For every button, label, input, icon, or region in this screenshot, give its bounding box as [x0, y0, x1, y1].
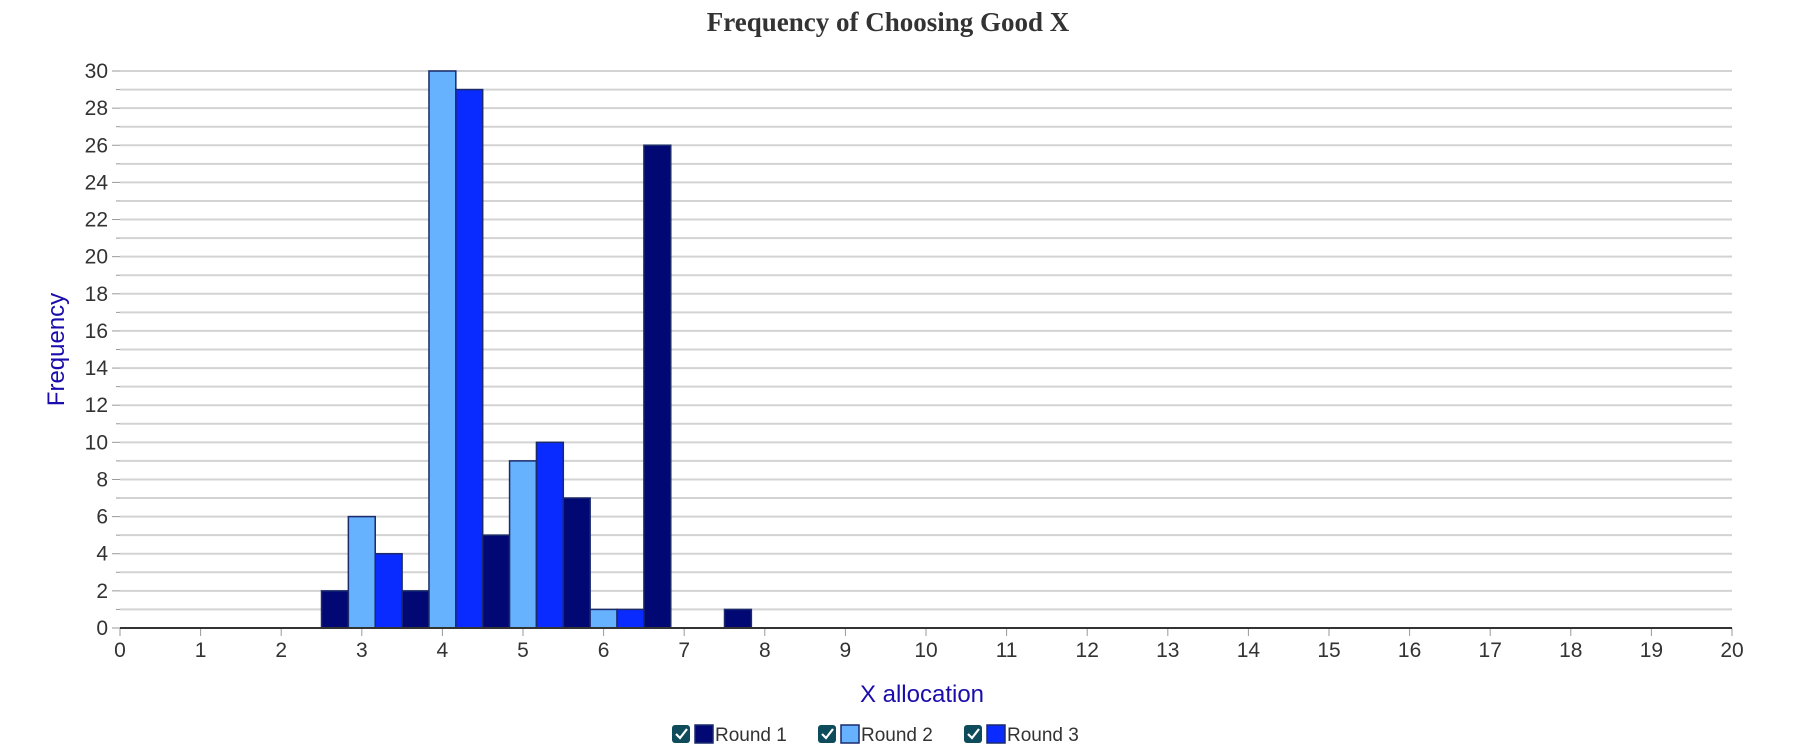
x-tick-label: 3 — [356, 639, 368, 662]
bar-round-2-x4 — [428, 70, 457, 629]
x-tick-label: 4 — [437, 639, 449, 662]
x-axis-ticks: 0 1 2 3 4 5 6 7 8 9 10 11 12 13 14 15 16 17 18 19 20 — [114, 628, 1744, 662]
y-tick-label: 20 — [85, 246, 108, 269]
bar-round-3-x4 — [455, 88, 484, 629]
x-tick-label: 6 — [598, 639, 610, 662]
check-icon — [821, 728, 834, 740]
legend-swatch — [694, 724, 714, 744]
legend-checkbox[interactable] — [672, 725, 690, 743]
check-icon — [967, 728, 980, 740]
y-tick-label: 22 — [85, 209, 108, 232]
y-tick-label: 0 — [96, 617, 108, 640]
bar-round-3-x5 — [535, 441, 565, 629]
check-icon — [675, 728, 688, 740]
legend-swatch — [840, 724, 860, 744]
y-tick-label: 12 — [85, 394, 108, 417]
legend-swatch — [986, 724, 1006, 744]
bar-round-2-x3 — [347, 515, 376, 629]
x-tick-label: 9 — [840, 639, 852, 662]
bar-round-3-x6 — [616, 608, 645, 629]
x-axis-label: X allocation — [860, 681, 984, 708]
x-tick-label: 19 — [1640, 639, 1663, 662]
x-tick-label: 7 — [678, 639, 690, 662]
bar-round-1-x6 — [562, 497, 591, 629]
legend-item-round-2[interactable]: Round 2 — [818, 724, 933, 746]
bar-round-1-x3 — [320, 590, 350, 629]
x-tick-label: 8 — [759, 639, 771, 662]
bar-round-1-x5 — [481, 534, 511, 629]
bar-round-1-x4 — [401, 590, 430, 629]
x-tick-label: 11 — [996, 639, 1018, 662]
bar-round-2-x6 — [589, 608, 618, 629]
legend: Round 1 Round 2 Round 3 — [672, 724, 1079, 746]
legend-label: Round 2 — [861, 725, 933, 746]
x-tick-label: 13 — [1156, 639, 1179, 662]
bars — [320, 70, 753, 629]
x-tick-label: 5 — [517, 639, 529, 662]
x-tick-label: 17 — [1479, 639, 1502, 662]
x-tick-label: 14 — [1237, 639, 1261, 662]
y-tick-label: 18 — [85, 283, 108, 306]
legend-checkbox[interactable] — [964, 725, 982, 743]
x-tick-label: 15 — [1317, 639, 1340, 662]
x-tick-label: 10 — [914, 639, 937, 662]
legend-checkbox[interactable] — [818, 725, 836, 743]
y-tick-label: 4 — [96, 543, 108, 566]
y-tick-label: 26 — [85, 134, 108, 157]
legend-label: Round 1 — [715, 725, 787, 746]
bar-round-3-x3 — [374, 552, 403, 629]
x-tick-label: 12 — [1076, 639, 1099, 662]
y-tick-label: 6 — [96, 506, 108, 529]
bar-round-1-x8 — [723, 608, 753, 629]
legend-item-round-3[interactable]: Round 3 — [964, 724, 1079, 746]
chart-title: Frequency of Choosing Good X — [707, 7, 1070, 37]
x-tick-label: 2 — [275, 639, 287, 662]
y-tick-label: 24 — [85, 171, 109, 194]
y-tick-label: 10 — [85, 431, 108, 454]
x-tick-label: 1 — [195, 639, 207, 662]
y-tick-label: 8 — [96, 468, 108, 491]
gridlines — [120, 70, 1732, 611]
legend-item-round-1[interactable]: Round 1 — [672, 724, 787, 746]
y-tick-label: 16 — [85, 320, 108, 343]
x-tick-label: 18 — [1559, 639, 1582, 662]
legend-label: Round 3 — [1007, 725, 1079, 746]
bar-round-1-x7 — [643, 144, 672, 629]
x-tick-label: 0 — [114, 639, 126, 662]
y-axis-label: Frequency — [43, 293, 70, 406]
x-tick-label: 16 — [1398, 639, 1421, 662]
y-tick-label: 14 — [85, 357, 109, 380]
x-tick-label: 20 — [1720, 639, 1743, 662]
y-tick-label: 30 — [85, 60, 108, 83]
bar-round-2-x5 — [508, 460, 538, 629]
y-tick-label: 28 — [85, 97, 108, 120]
y-tick-label: 2 — [96, 580, 108, 603]
